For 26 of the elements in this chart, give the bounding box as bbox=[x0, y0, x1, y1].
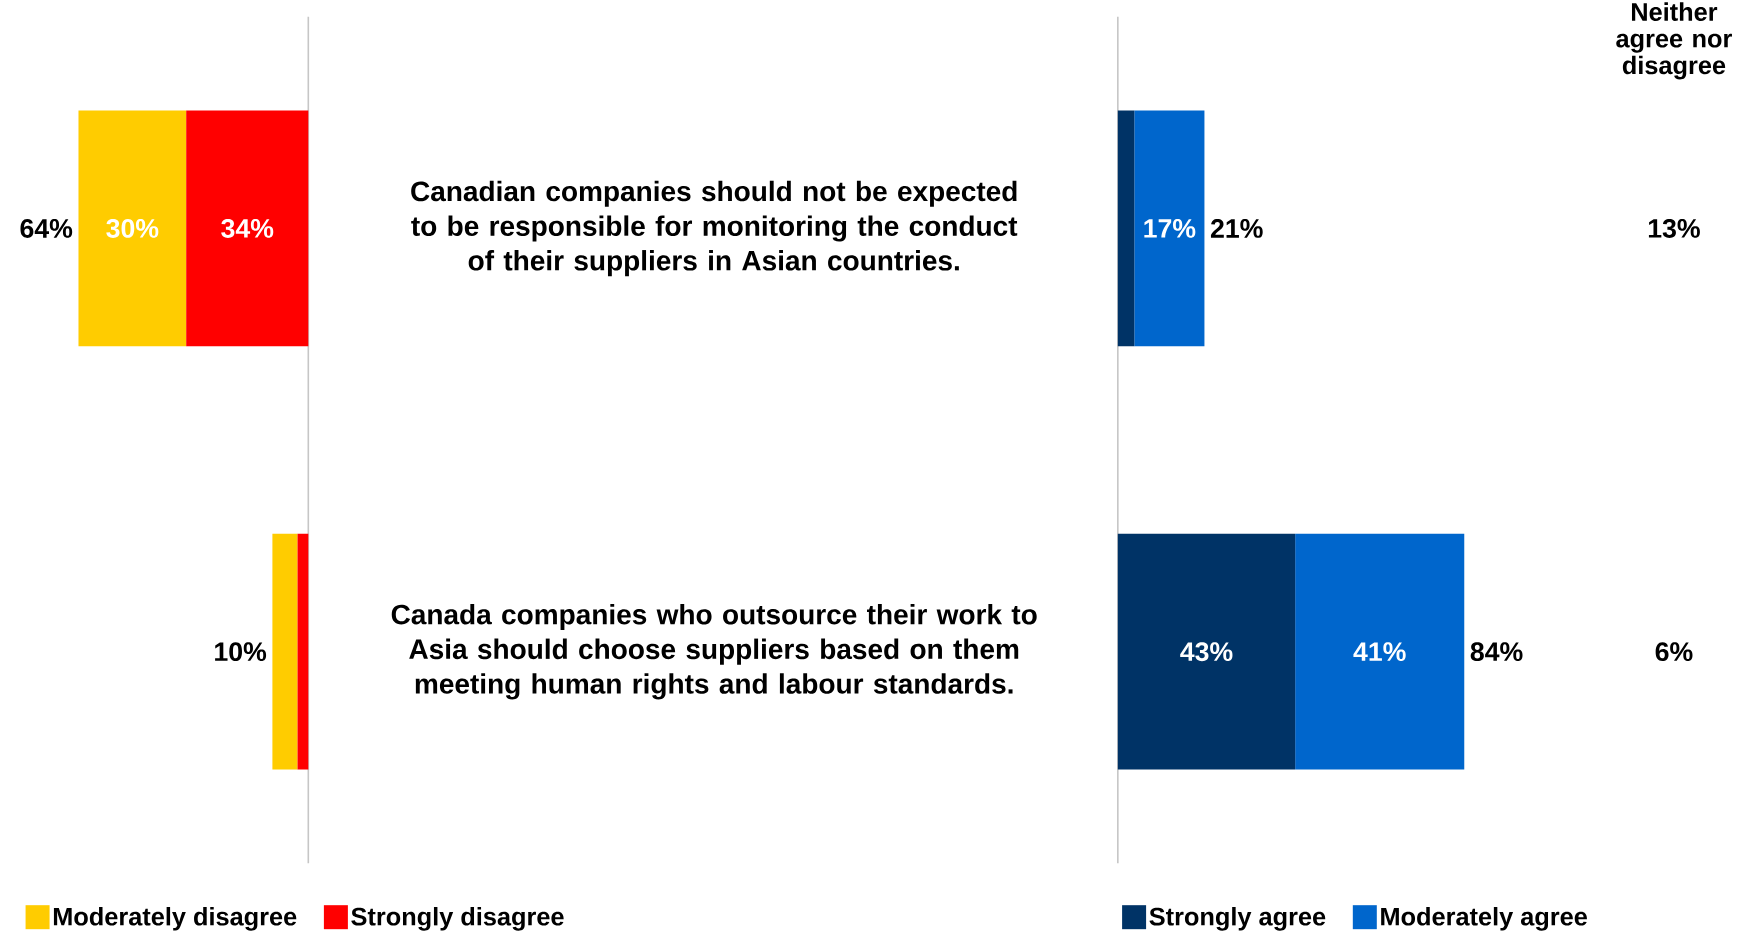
text: Neither agree nor disagree bbox=[1616, 2, 1732, 80]
total-label: 84% bbox=[1470, 642, 1523, 661]
legend-label: Moderately disagree bbox=[53, 906, 297, 931]
total-label: 64% bbox=[20, 218, 73, 238]
bar bbox=[1134, 110, 1205, 347]
y-tick-label: Canadian companies should not be expected to be responsible for monitoring the conduct of their suppliers in Asian countries. bbox=[411, 180, 1018, 277]
bar bbox=[1117, 533, 1296, 770]
bar bbox=[1117, 110, 1135, 347]
data-label: 43% bbox=[1180, 642, 1233, 662]
data-label: 34% bbox=[221, 218, 274, 238]
bar bbox=[297, 533, 309, 770]
total-label: 10% bbox=[215, 642, 267, 661]
legend-label: Strongly disagree bbox=[351, 906, 564, 931]
text: 13% bbox=[1648, 218, 1700, 238]
legend-label: Strongly agree bbox=[1149, 906, 1326, 931]
bar bbox=[78, 110, 187, 347]
total-label: 21% bbox=[1210, 218, 1263, 238]
data-label: 30% bbox=[106, 218, 159, 238]
bar bbox=[1295, 533, 1465, 770]
bar bbox=[186, 110, 309, 347]
y-tick-label: Canada companies who outsource their work to Asia should choose suppliers based on them meeting human rights and labour standards. bbox=[391, 603, 1037, 700]
data-label: 41% bbox=[1353, 642, 1406, 661]
text: 6% bbox=[1655, 642, 1693, 661]
legend-label: Moderately agree bbox=[1381, 906, 1587, 931]
data-label: 17% bbox=[1144, 218, 1196, 238]
bar bbox=[272, 533, 298, 770]
